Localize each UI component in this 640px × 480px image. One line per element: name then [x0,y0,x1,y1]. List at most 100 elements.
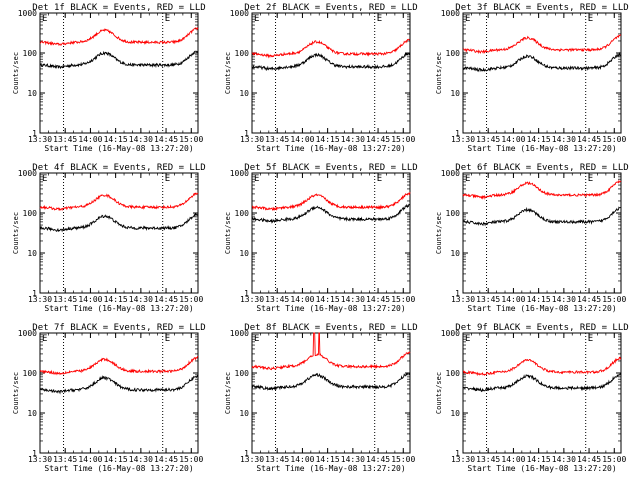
x-axis-label: Start Time (16-May-08 13:27:20) [467,304,616,313]
events-series-line [462,206,622,227]
x-tick-label: 15:00 [179,135,203,144]
event-marker-label: E [165,334,170,344]
x-tick-label: 14:00 [501,135,525,144]
y-axis-label: Counts/sec [12,212,20,254]
x-tick-label: 13:45 [53,135,77,144]
event-marker-label: E [465,14,470,24]
panel-title: Det 2f BLACK = Events, RED = LLD [244,3,417,13]
x-tick-label: 13:30 [240,455,264,464]
event-marker-label: E [465,334,470,344]
y-tick-label: 100 [23,49,38,58]
event-marker-label: E [377,174,382,184]
x-tick-label: 14:30 [129,295,153,304]
x-tick-label: 14:00 [78,135,102,144]
x-tick-label: 14:30 [341,295,365,304]
y-tick-label: 10 [239,409,249,418]
y-axis-label: Counts/sec [12,372,20,414]
x-tick-label: 14:00 [501,295,525,304]
y-axis-label: Counts/sec [224,372,232,414]
y-tick-label: 10 [450,249,460,258]
x-tick-label: 14:45 [366,295,390,304]
panel-det-5: Det 5f BLACK = Events, RED = LLD 1 10 100 10… [224,163,418,313]
x-tick-label: 14:30 [552,295,576,304]
x-tick-label: 13:45 [53,295,77,304]
y-tick-label: 1000 [18,329,37,338]
plot-frame [462,12,622,134]
panel-det-8: Det 8f BLACK = Events, RED = LLD 1 10 100 10… [224,323,418,473]
x-tick-label: 14:30 [552,455,576,464]
y-tick-label: 10 [27,89,37,98]
x-tick-label: 14:15 [104,295,128,304]
x-tick-label: 14:00 [501,455,525,464]
x-tick-label: 13:30 [28,135,52,144]
x-tick-label: 13:45 [265,135,289,144]
y-tick-label: 100 [446,369,461,378]
lld-series-line [251,332,411,371]
x-tick-label: 14:00 [78,455,102,464]
y-tick-label: 10 [27,409,37,418]
y-tick-label: 1 [244,289,249,298]
lld-series-line [251,38,411,59]
y-axis-label: Counts/sec [224,212,232,254]
x-tick-label: 13:30 [240,295,264,304]
panel-title: Det 6f BLACK = Events, RED = LLD [455,163,628,173]
events-series-line [462,51,622,73]
events-series-line [39,374,199,395]
x-tick-label: 14:15 [104,455,128,464]
x-tick-label: 14:45 [366,135,390,144]
x-tick-label: 14:45 [154,455,178,464]
x-tick-label: 13:30 [451,135,475,144]
y-tick-label: 100 [23,369,38,378]
lld-series-line [39,26,199,47]
panel-det-2: Det 2f BLACK = Events, RED = LLD 1 10 100 10… [224,3,418,153]
event-marker-label: E [42,334,47,344]
event-marker-label: E [165,174,170,184]
y-tick-label: 100 [235,369,250,378]
event-marker-label: E [254,334,259,344]
x-tick-label: 15:00 [179,455,203,464]
x-tick-label: 14:15 [104,135,128,144]
y-axis-label: Counts/sec [435,52,443,94]
events-series-line [39,213,199,233]
event-marker-label: E [465,174,470,184]
x-tick-label: 14:00 [290,455,314,464]
y-tick-label: 10 [450,409,460,418]
x-tick-label: 15:00 [391,455,415,464]
x-tick-label: 13:45 [265,455,289,464]
panel-title: Det 1f BLACK = Events, RED = LLD [32,3,205,13]
x-tick-label: 13:30 [240,135,264,144]
events-series-line [251,372,411,391]
panel-det-7: Det 7f BLACK = Events, RED = LLD 1 10 100 10… [12,323,206,473]
y-tick-label: 10 [450,89,460,98]
panel-title: Det 3f BLACK = Events, RED = LLD [455,3,628,13]
y-tick-label: 1 [32,449,37,458]
event-marker-label: E [588,174,593,184]
y-tick-label: 100 [446,49,461,58]
event-marker-label: E [42,14,47,24]
events-series-line [251,203,411,224]
x-tick-label: 15:00 [179,295,203,304]
y-tick-label: 1 [455,129,460,138]
x-tick-label: 14:45 [366,455,390,464]
y-tick-label: 100 [235,49,250,58]
y-axis-label: Counts/sec [435,372,443,414]
panel-det-1: Det 1f BLACK = Events, RED = LLD 1 10 100 10… [12,3,206,153]
event-marker-label: E [377,14,382,24]
x-axis-label: Start Time (16-May-08 13:27:20) [467,464,616,473]
panel-det-6: Det 6f BLACK = Events, RED = LLD 1 10 100 10… [435,163,629,313]
events-series-line [39,50,199,70]
plot-frame [39,12,199,134]
y-tick-label: 1000 [230,329,249,338]
y-tick-label: 10 [27,249,37,258]
x-tick-label: 14:00 [290,295,314,304]
plot-frame [39,172,199,294]
plot-frame [251,172,411,294]
y-tick-label: 1000 [441,169,460,178]
x-axis-label: Start Time (16-May-08 13:27:20) [44,464,193,473]
panel-title: Det 4f BLACK = Events, RED = LLD [32,163,205,173]
y-tick-label: 1 [455,449,460,458]
event-marker-label: E [254,14,259,24]
y-tick-label: 100 [235,209,250,218]
x-axis-label: Start Time (16-May-08 13:27:20) [256,304,405,313]
